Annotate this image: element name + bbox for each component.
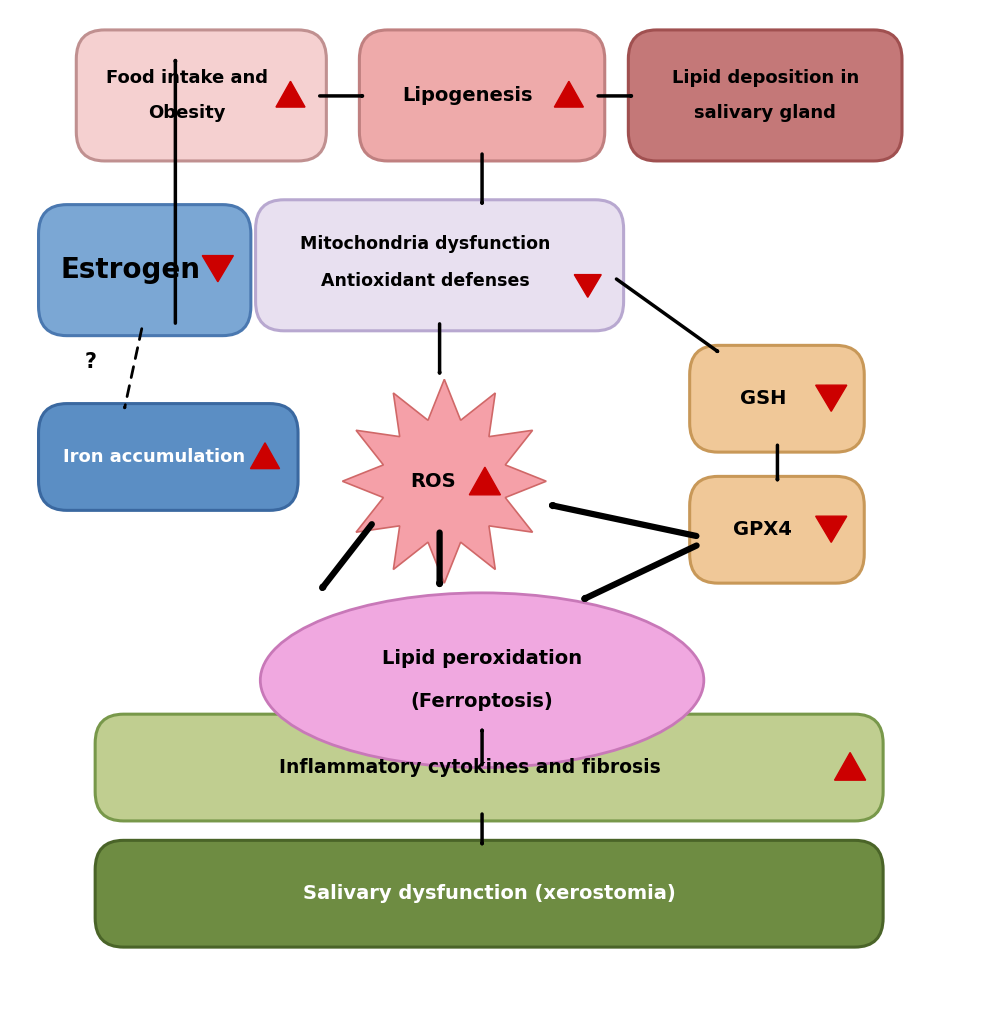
Text: Lipid peroxidation: Lipid peroxidation: [382, 649, 582, 668]
Text: Antioxidant defenses: Antioxidant defenses: [321, 272, 530, 290]
Text: Estrogen: Estrogen: [61, 256, 201, 284]
Polygon shape: [835, 752, 866, 780]
Polygon shape: [574, 275, 602, 297]
Text: GSH: GSH: [739, 389, 786, 408]
Text: Lipid deposition in: Lipid deposition in: [671, 69, 859, 87]
Text: Iron accumulation: Iron accumulation: [63, 448, 245, 466]
Polygon shape: [276, 81, 305, 107]
FancyBboxPatch shape: [628, 30, 902, 161]
FancyBboxPatch shape: [690, 346, 864, 452]
Polygon shape: [816, 385, 846, 411]
Text: ?: ?: [85, 352, 96, 372]
Polygon shape: [342, 379, 547, 583]
Text: Lipogenesis: Lipogenesis: [403, 86, 533, 105]
Ellipse shape: [260, 592, 704, 767]
Polygon shape: [816, 517, 846, 542]
Text: Inflammatory cytokines and fibrosis: Inflammatory cytokines and fibrosis: [279, 758, 662, 777]
FancyBboxPatch shape: [38, 204, 251, 336]
FancyBboxPatch shape: [95, 840, 883, 947]
FancyBboxPatch shape: [690, 476, 864, 583]
Text: ROS: ROS: [410, 472, 456, 490]
Text: Mitochondria dysfunction: Mitochondria dysfunction: [300, 235, 550, 253]
Text: Food intake and: Food intake and: [106, 69, 268, 87]
Polygon shape: [554, 81, 584, 107]
Text: Obesity: Obesity: [148, 104, 226, 122]
Text: GPX4: GPX4: [733, 521, 792, 539]
Text: salivary gland: salivary gland: [694, 104, 837, 122]
Polygon shape: [469, 467, 500, 494]
FancyBboxPatch shape: [256, 200, 623, 331]
FancyBboxPatch shape: [360, 30, 605, 161]
FancyBboxPatch shape: [77, 30, 326, 161]
Text: Salivary dysfunction (xerostomia): Salivary dysfunction (xerostomia): [303, 885, 675, 903]
FancyBboxPatch shape: [95, 714, 883, 821]
Text: (Ferroptosis): (Ferroptosis): [411, 693, 553, 711]
FancyBboxPatch shape: [38, 403, 298, 511]
Polygon shape: [251, 443, 279, 469]
Polygon shape: [202, 256, 233, 282]
